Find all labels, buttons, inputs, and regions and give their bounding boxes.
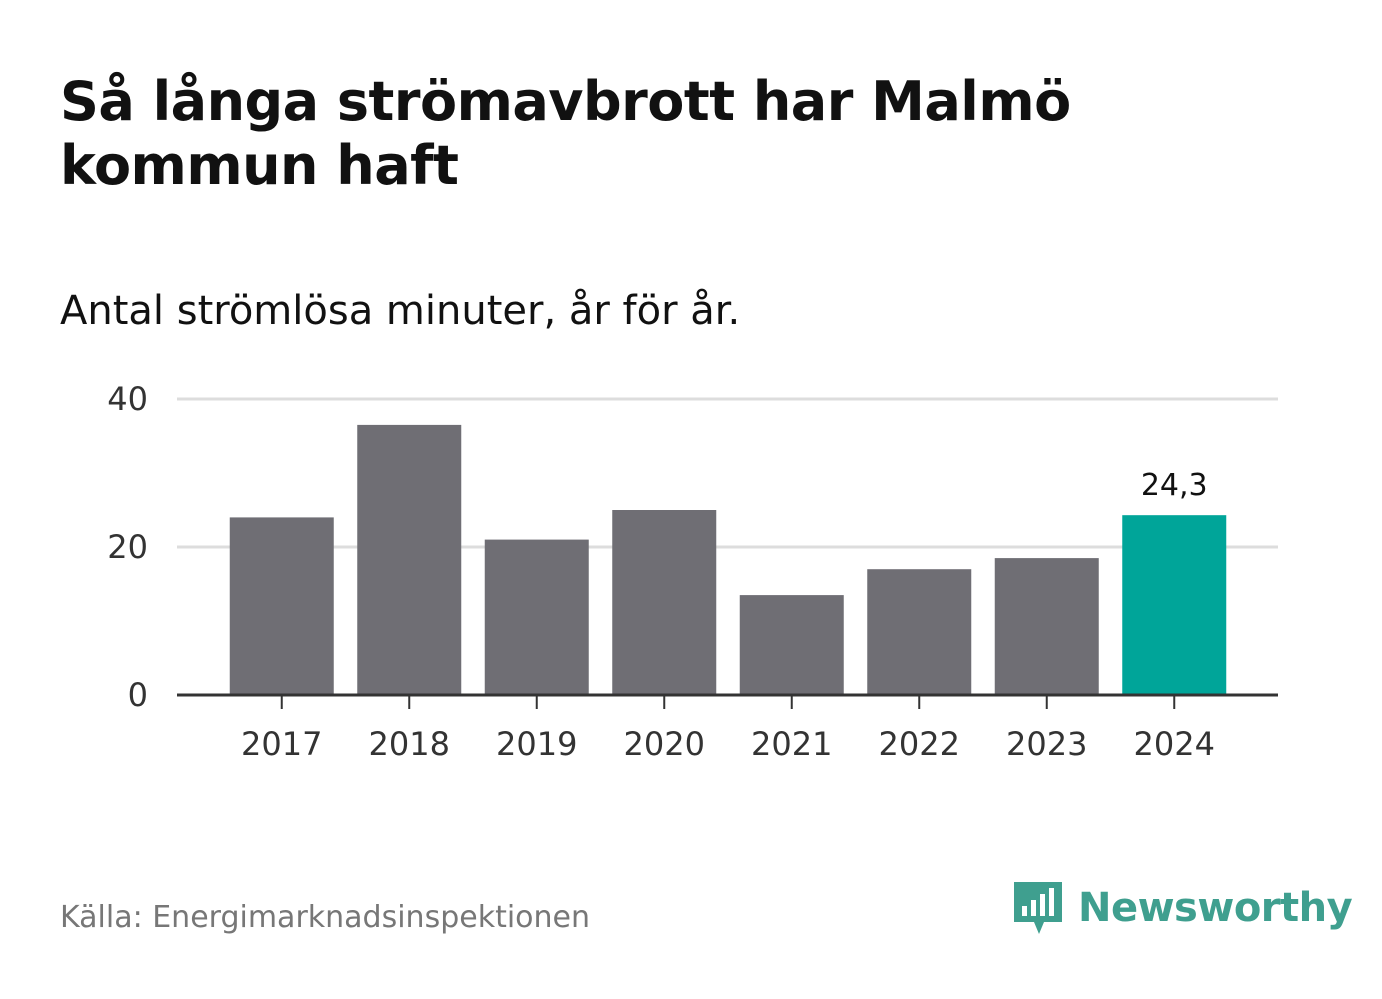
grid-lines: [177, 397, 1278, 549]
brand-name: Newsworthy: [1078, 885, 1353, 931]
x-tick-label: 2019: [496, 725, 577, 763]
x-tick-label: 2020: [624, 725, 705, 763]
bar-2024: [1122, 515, 1227, 695]
x-tick-label: 2021: [751, 725, 832, 763]
bar-2017: [229, 517, 334, 695]
x-tick-label: 2023: [1006, 725, 1087, 763]
bar-2021: [739, 595, 844, 695]
data-label-2024: 24,3: [1141, 468, 1208, 503]
newsworthy-logo-icon: [1014, 882, 1062, 934]
brand-logo: Newsworthy: [1012, 878, 1353, 938]
bar-2022: [867, 569, 972, 695]
bar-2023: [994, 558, 1099, 695]
chart-title: Så långa strömavbrott har Malmö kommun h…: [60, 70, 1071, 197]
bar-chart: 0 20 40 2017 2018 2019 2020 2021 2022 2023 2024 24,…: [107, 380, 1278, 763]
axes: [177, 693, 1278, 709]
y-tick-label: 40: [107, 380, 148, 418]
x-tick-label: 2024: [1134, 725, 1215, 763]
x-tick-label: 2022: [879, 725, 960, 763]
bar-2018: [357, 424, 462, 695]
bar-2019: [484, 539, 589, 695]
bars: [229, 424, 1227, 695]
labels: 0 20 40 2017 2018 2019 2020 2021 2022 2023 2024 24,…: [107, 380, 1215, 763]
x-tick-label: 2018: [369, 725, 450, 763]
y-tick-label: 20: [107, 528, 148, 566]
chart-subtitle: Antal strömlösa minuter, år för år.: [60, 288, 741, 334]
y-tick-label: 0: [128, 676, 148, 714]
x-tick-label: 2017: [241, 725, 322, 763]
bar-2020: [612, 510, 717, 695]
source-note: Källa: Energimarknadsinspektionen: [60, 900, 591, 935]
